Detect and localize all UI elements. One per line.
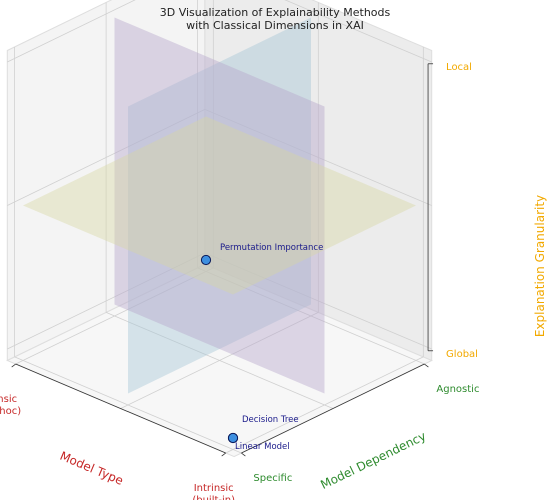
plane-granularity [23, 116, 416, 295]
y-tick [424, 363, 429, 368]
y-tick-label: Specific [253, 473, 292, 484]
z-tick-label: Local [446, 62, 472, 73]
data-point [227, 432, 239, 444]
grid-line [15, 267, 214, 365]
point-label: Linear Model [235, 442, 290, 452]
plane-model-dependency [114, 17, 325, 394]
x-axis-title: Model Type [58, 449, 126, 488]
z-axis-title: Explanation Granularity [533, 195, 547, 337]
grid-line [7, 0, 136, 63]
x-tick [11, 363, 16, 368]
grid-line [197, 267, 425, 365]
y-axis-title: Model Dependency [318, 429, 428, 492]
y-tick [241, 452, 246, 457]
x-tick-label: Extrinsic(post-hoc) [0, 394, 21, 417]
chart-title: 3D Visualization of Explainability Metho… [160, 6, 391, 32]
x-tick-label: Intrinsic(built-in) [192, 483, 235, 500]
grid-line [284, 0, 432, 63]
point-label: Permutation Importance [220, 243, 323, 253]
plane-model-type [128, 17, 311, 394]
x-axis-line [15, 363, 226, 454]
x-tick [221, 452, 226, 457]
y-tick-label: Agnostic [436, 384, 479, 395]
y-axis-line [241, 363, 425, 454]
data-point [200, 254, 212, 266]
z-tick-label: Global [446, 349, 478, 360]
grid-line [7, 109, 206, 206]
grid-line [120, 312, 319, 409]
point-label: Decision Tree [242, 415, 299, 425]
grid-line [204, 109, 432, 206]
